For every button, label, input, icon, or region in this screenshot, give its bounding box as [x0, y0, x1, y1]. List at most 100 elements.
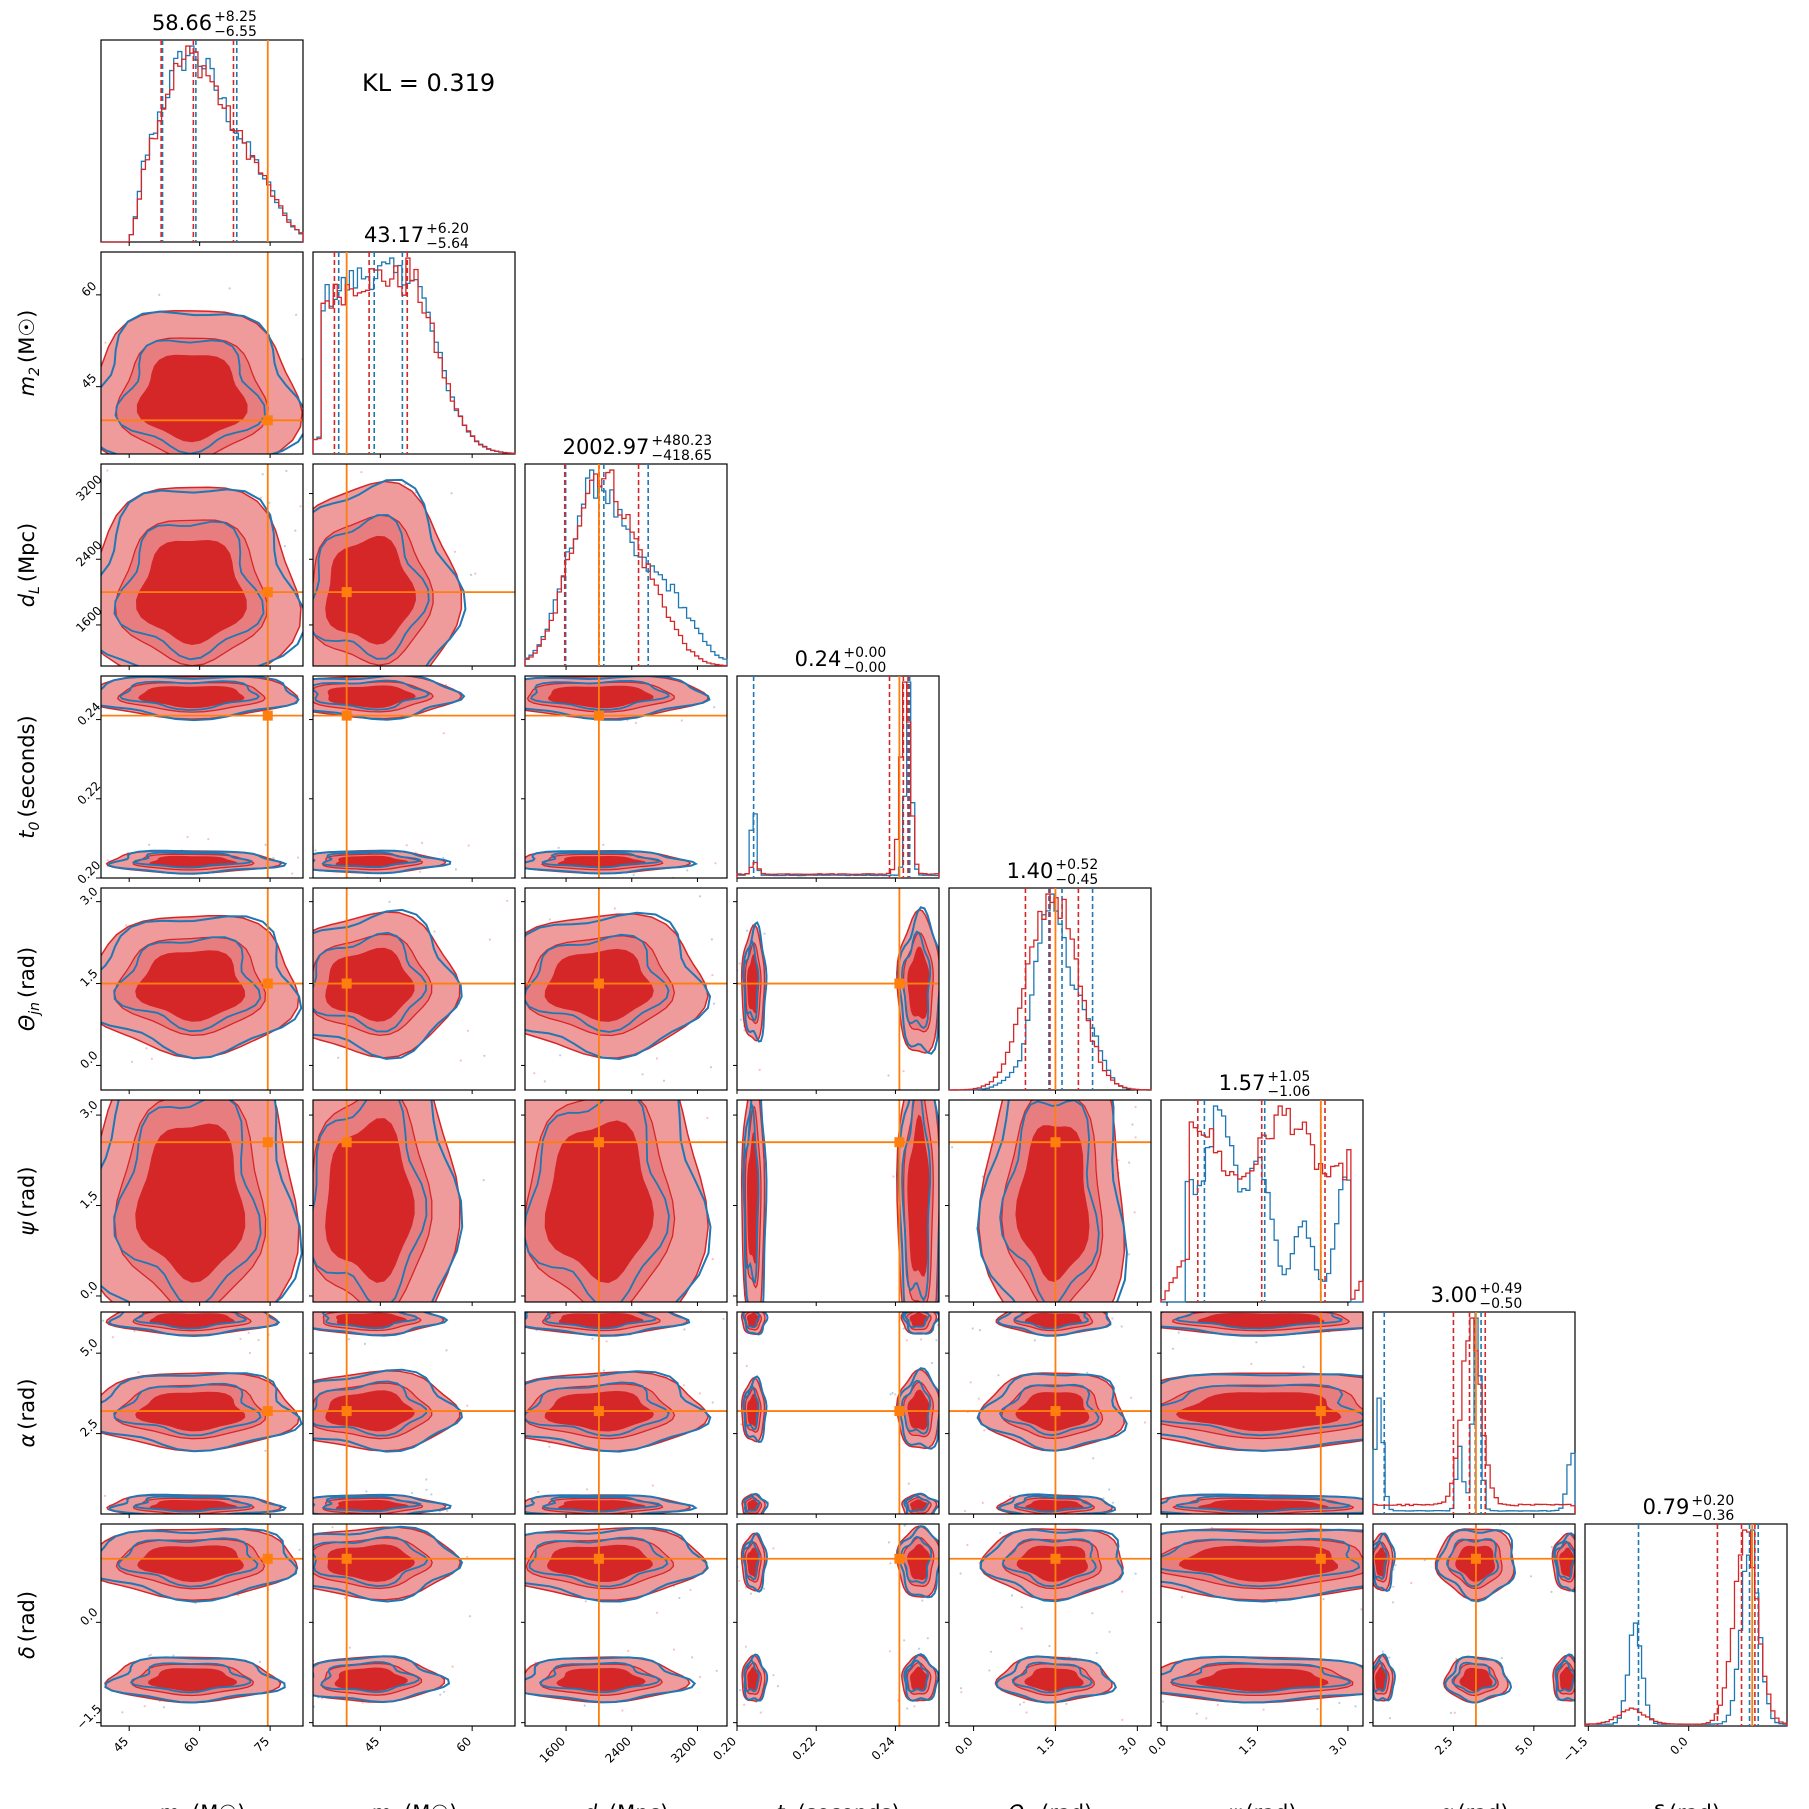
- contour-area: [261, 1524, 515, 1726]
- sample-point: [425, 1488, 428, 1491]
- title-median: 0.24: [795, 647, 842, 671]
- sample-point: [96, 1188, 98, 1190]
- sample-point: [921, 1599, 924, 1602]
- sample-point: [1354, 1705, 1357, 1708]
- sample-point: [1178, 1303, 1180, 1305]
- sample-point: [730, 1090, 732, 1092]
- sample-point: [924, 1521, 926, 1523]
- sample-point: [634, 721, 638, 725]
- blue-contour-inner: [118, 680, 261, 712]
- blue-contour-inner: [1013, 1495, 1093, 1513]
- sample-point: [325, 1520, 327, 1522]
- contour-panel-t0-delta: [736, 1518, 940, 1727]
- sample-point: [1385, 1497, 1387, 1499]
- x-tick-label: 0.0: [1667, 1734, 1690, 1757]
- sample-point: [341, 1057, 343, 1059]
- sample-point: [729, 1000, 731, 1002]
- blue-contour-outer: [108, 1493, 287, 1514]
- sample-point: [1102, 960, 1104, 962]
- sample-point: [662, 1079, 666, 1082]
- sample-point: [1132, 1400, 1134, 1402]
- contour-panel-m1-alpha: [100, 1308, 304, 1515]
- title-minus: −1.06: [1267, 1084, 1310, 1100]
- sample-point: [158, 293, 161, 296]
- sample-point: [310, 1339, 312, 1341]
- blue-contour-outer: [101, 1372, 303, 1453]
- sample-point: [506, 1157, 508, 1159]
- sample-point: [485, 1554, 487, 1556]
- red-contour-inner: [325, 1118, 415, 1283]
- sample-point: [1581, 1598, 1583, 1600]
- sample-point: [343, 730, 345, 732]
- y-axis-label: dL(Mpc): [15, 523, 43, 608]
- sample-point: [1391, 1601, 1395, 1604]
- sample-point: [1102, 1497, 1105, 1500]
- sample-point: [297, 856, 300, 859]
- sample-point: [323, 722, 325, 724]
- sample-point: [205, 1467, 207, 1469]
- sample-point: [268, 501, 271, 504]
- sample-point: [1010, 1594, 1014, 1597]
- sample-point: [86, 1217, 88, 1219]
- contour-panel-dL-theta_jn: [524, 887, 728, 1091]
- sample-point: [584, 1600, 587, 1603]
- blue-contour-inner: [321, 1312, 420, 1330]
- sample-point: [753, 1530, 755, 1532]
- blue-contour-inner: [313, 513, 430, 660]
- blue-contour-inner: [1171, 1661, 1352, 1694]
- blue-contour-inner: [1446, 1538, 1500, 1588]
- sample-point: [1148, 1487, 1150, 1489]
- sample-point: [758, 1068, 761, 1071]
- red-histogram: [1372, 1317, 1576, 1514]
- sample-point: [1072, 1352, 1074, 1354]
- contour-panel-m2-dL: [312, 463, 516, 734]
- sample-point: [295, 313, 298, 316]
- sample-point: [261, 1598, 263, 1600]
- title-minus: −0.36: [1691, 1508, 1734, 1524]
- y-tick-label: 1.5: [77, 966, 100, 989]
- title-median: 0.79: [1643, 1495, 1690, 1519]
- sample-point: [714, 862, 717, 865]
- blue-histogram: [101, 45, 304, 243]
- sample-point: [130, 1060, 134, 1063]
- sample-point: [1091, 1612, 1094, 1615]
- sample-point: [1316, 1708, 1319, 1711]
- sample-point: [759, 1518, 761, 1520]
- blue-contour-inner: [1373, 1659, 1388, 1693]
- sample-point: [472, 1313, 474, 1315]
- sample-point: [905, 1339, 908, 1342]
- sample-point: [1432, 1407, 1434, 1409]
- contour-panel-theta_jn-psi: [948, 960, 1152, 1354]
- sample-point: [300, 1553, 302, 1555]
- blue-contour-inner: [901, 1100, 931, 1302]
- sample-point: [363, 1518, 365, 1520]
- title-median: 58.66: [152, 11, 212, 35]
- sample-point: [1111, 1501, 1115, 1504]
- blue-contour-outer: [1373, 1653, 1396, 1702]
- sample-point: [274, 1378, 276, 1380]
- sample-point: [503, 1108, 505, 1110]
- truth-marker: [1050, 1553, 1061, 1564]
- sample-point: [1048, 1644, 1051, 1648]
- sample-point: [148, 1359, 150, 1361]
- sample-point: [433, 930, 436, 933]
- panel-frame: [312, 1099, 516, 1303]
- sample-point: [1156, 1312, 1158, 1314]
- blue-contour-outer: [101, 915, 303, 1060]
- blue-contour-inner: [538, 1661, 661, 1694]
- sample-point: [259, 496, 262, 499]
- sample-point: [1128, 1690, 1130, 1692]
- sample-point: [169, 1093, 171, 1095]
- sample-point: [193, 1308, 195, 1310]
- sample-point: [104, 341, 107, 344]
- sample-point: [399, 732, 401, 734]
- sample-point: [308, 1025, 310, 1027]
- sample-point: [474, 572, 477, 575]
- sample-point: [680, 719, 683, 722]
- sample-point: [1592, 1510, 1594, 1512]
- sample-point: [285, 1040, 287, 1042]
- sample-point: [75, 1005, 77, 1007]
- sample-point: [479, 1226, 481, 1228]
- red-contour-inner: [135, 1123, 246, 1283]
- x-axis-t0: 0.20 0.22 0.24 t0(seconds): [710, 878, 900, 1809]
